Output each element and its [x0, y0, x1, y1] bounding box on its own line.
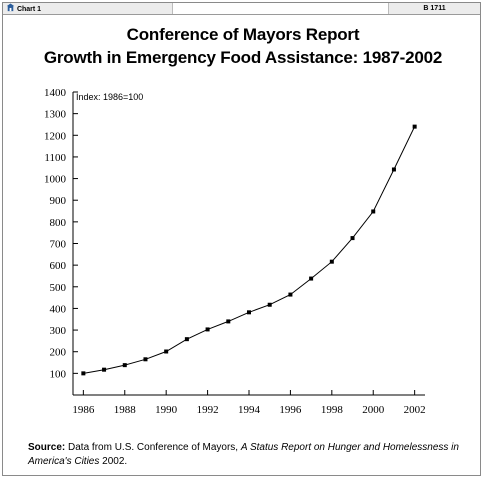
y-tick-label: 300	[50, 325, 67, 337]
heritage-logo-icon	[6, 3, 15, 12]
data-point	[184, 337, 189, 342]
source-text: Data from U.S. Conference of Mayors,	[68, 442, 239, 453]
chart-subtitle: Growth in Emergency Food Assistance: 198…	[43, 48, 443, 67]
y-tick-label: 200	[50, 347, 67, 359]
data-point	[102, 367, 107, 372]
data-point	[226, 319, 231, 324]
data-point	[205, 327, 210, 332]
data-point	[81, 371, 86, 376]
data-point	[391, 167, 396, 172]
data-point	[350, 236, 355, 241]
report-number-text: B 1711	[423, 5, 446, 12]
data-point	[412, 124, 417, 129]
y-tick-label: 100	[50, 368, 67, 380]
y-tick-label: 1000	[44, 174, 67, 186]
x-tick-label: 2002	[404, 404, 426, 416]
data-point	[143, 357, 148, 362]
x-tick-label: 1994	[238, 404, 261, 416]
chart-label-tab: Chart 1	[3, 3, 173, 14]
source-report-title: A Status Report on Hunger and Homelessne…	[28, 442, 459, 467]
x-tick-label: 1988	[114, 404, 137, 416]
data-point	[267, 302, 272, 307]
series-line	[83, 126, 416, 374]
data-point	[309, 276, 314, 281]
y-tick-label: 500	[50, 282, 67, 294]
data-point	[247, 310, 251, 315]
index-annotation: Index: 1986=100	[76, 92, 143, 102]
y-tick-label: 1300	[44, 109, 67, 121]
chart-title: Conference of Mayors Report	[126, 25, 360, 44]
data-point	[122, 363, 127, 368]
data-point	[288, 292, 293, 297]
report-number-tab: B 1711	[388, 3, 480, 14]
y-tick-label: 400	[50, 303, 67, 315]
y-tick-label: 600	[50, 260, 67, 272]
source-year: 2002.	[102, 456, 128, 467]
chart-frame: Chart 1 B 1711	[2, 2, 481, 476]
x-tick-label: 1990	[155, 404, 178, 416]
x-tick-label: 1986	[72, 404, 95, 416]
x-tick-label: 1996	[279, 404, 302, 416]
header-bar: Chart 1 B 1711	[3, 3, 480, 15]
source-note: Source: Data from U.S. Conference of May…	[28, 441, 468, 469]
y-tick-label: 1200	[44, 130, 67, 142]
y-tick-label: 1400	[44, 87, 67, 99]
data-point	[329, 259, 334, 264]
y-tick-label: 1100	[44, 152, 66, 164]
y-tick-label: 800	[50, 217, 67, 229]
data-point	[164, 349, 169, 354]
y-tick-label: 700	[50, 239, 67, 251]
data-point	[371, 209, 376, 214]
chart-label-text: Chart 1	[16, 6, 42, 13]
x-tick-label: 1992	[197, 404, 219, 416]
y-tick-label: 900	[50, 195, 67, 207]
x-tick-label: 2000	[362, 404, 385, 416]
source-label: Source:	[28, 442, 66, 453]
x-tick-label: 1998	[321, 404, 344, 416]
